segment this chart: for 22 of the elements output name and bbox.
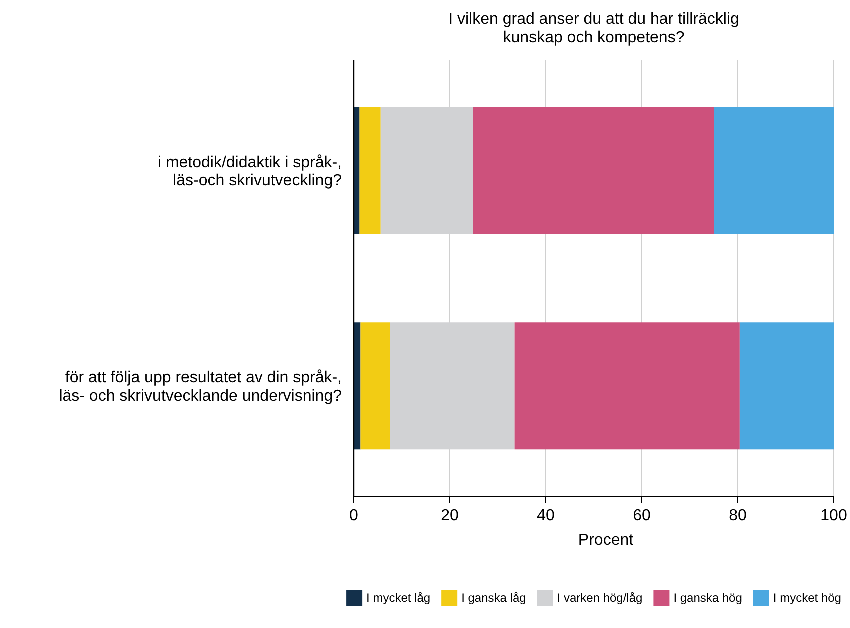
y-tick-label: i metodik/didaktik i språk-, läs-och skrivutveckling?	[158, 154, 342, 190]
x-tick-label: 20	[441, 507, 459, 524]
legend-label: I varken hög/låg	[557, 591, 643, 606]
bar	[740, 322, 834, 450]
x-tick-label: 80	[729, 507, 747, 524]
x-tick-label: 0	[350, 507, 359, 524]
bar	[360, 107, 381, 234]
x-axis-title: Procent	[578, 532, 634, 549]
x-tick-label: 100	[820, 507, 848, 524]
bar	[473, 107, 714, 234]
legend-label: I ganska låg	[462, 591, 526, 606]
bar	[354, 107, 360, 234]
y-tick-label: för att följa upp resultatet av din språk-, läs- och skrivutvecklande undervisning?	[59, 370, 342, 405]
bar	[714, 107, 834, 234]
chart-title: I vilken grad anser du att du har tillräcklig kunskap och kompetens?	[448, 11, 740, 46]
x-tick-label: 40	[537, 507, 555, 524]
legend-label: I mycket låg	[366, 591, 431, 606]
legend-label: I ganska hög	[674, 591, 742, 606]
bar	[360, 322, 390, 450]
legend-label: I mycket hög	[773, 591, 842, 606]
x-tick-label: 60	[633, 507, 651, 524]
bar	[514, 322, 740, 450]
